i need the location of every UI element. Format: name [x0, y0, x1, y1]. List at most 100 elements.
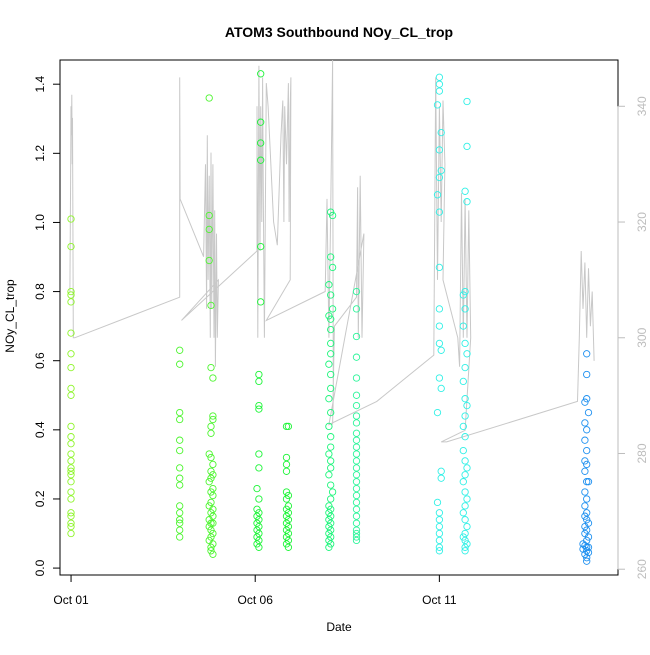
- data-point: [437, 384, 445, 393]
- data-point: [176, 464, 184, 472]
- data-point: [325, 529, 333, 538]
- data-point: [176, 360, 184, 368]
- data-point: [463, 401, 471, 410]
- data-point: [253, 484, 261, 493]
- data-point: [435, 263, 444, 272]
- right-tick-label: 340: [635, 96, 649, 116]
- data-point: [257, 298, 265, 306]
- data-point: [207, 429, 215, 437]
- data-point: [327, 519, 335, 527]
- data-point: [459, 422, 467, 431]
- data-point: [282, 488, 291, 496]
- data-point: [327, 408, 335, 417]
- data-point: [327, 481, 335, 489]
- scatter-points-layer: [67, 70, 593, 565]
- data-point: [327, 315, 335, 323]
- data-point: [437, 474, 445, 482]
- data-point: [67, 440, 75, 448]
- data-point: [67, 242, 75, 251]
- data-point: [327, 464, 335, 472]
- data-point: [461, 412, 469, 420]
- data-point: [207, 467, 215, 475]
- y-tick-label: 1.2: [33, 145, 47, 162]
- data-point: [67, 350, 75, 358]
- data-point: [327, 443, 335, 451]
- data-point: [435, 87, 444, 95]
- data-point: [352, 305, 361, 313]
- data-point: [205, 94, 213, 102]
- data-point: [209, 550, 217, 558]
- data-point: [327, 291, 335, 299]
- data-point: [67, 363, 75, 372]
- data-point: [205, 211, 213, 220]
- axes-layer: 0.0 0.2 0.4 0.6 0.8 1.0 1.2 1.4 Oct 01 Oct 06 Oct …: [33, 76, 649, 607]
- data-point: [207, 488, 215, 496]
- data-point: [461, 516, 469, 524]
- data-point: [255, 495, 263, 503]
- data-point: [459, 377, 467, 386]
- data-point: [435, 516, 444, 524]
- data-point: [583, 446, 591, 455]
- data-point: [583, 426, 591, 434]
- data-point: [67, 495, 75, 503]
- data-point: [461, 187, 469, 195]
- data-point: [581, 398, 589, 406]
- data-point: [209, 529, 217, 538]
- data-point: [328, 488, 337, 496]
- data-point: [437, 346, 445, 354]
- data-point: [282, 495, 291, 503]
- data-point: [255, 450, 263, 458]
- data-point: [67, 391, 75, 399]
- data-point: [327, 433, 335, 441]
- data-point: [209, 491, 217, 500]
- data-point: [67, 457, 75, 465]
- data-point: [328, 305, 337, 313]
- data-point: [67, 291, 75, 299]
- data-point: [327, 350, 335, 358]
- data-point: [67, 471, 75, 479]
- data-point: [255, 522, 263, 531]
- data-point: [325, 450, 333, 458]
- y-tick-label: 0.2: [33, 490, 47, 507]
- right-tick-label: 320: [635, 212, 649, 232]
- data-point: [255, 377, 263, 386]
- data-point: [209, 460, 217, 469]
- data-point: [461, 339, 469, 348]
- data-point: [463, 495, 471, 503]
- data-point: [433, 408, 442, 417]
- data-point: [205, 522, 213, 531]
- data-point: [459, 291, 467, 299]
- data-point: [207, 453, 215, 462]
- data-point: [257, 70, 265, 78]
- data-point: [583, 543, 591, 551]
- data-point: [282, 512, 291, 520]
- data-point: [176, 526, 184, 534]
- data-point: [583, 509, 591, 517]
- data-point: [352, 412, 361, 420]
- data-point: [583, 526, 591, 534]
- data-point: [257, 139, 265, 147]
- data-point: [207, 474, 215, 482]
- data-point: [584, 533, 593, 541]
- data-point: [581, 488, 589, 496]
- data-point: [176, 436, 184, 444]
- data-point: [207, 363, 215, 372]
- data-point: [583, 557, 591, 565]
- data-point: [253, 505, 261, 513]
- data-point: [435, 374, 444, 382]
- data-point: [461, 547, 469, 555]
- data-point: [435, 73, 444, 81]
- plot-frame: [59, 59, 619, 576]
- x-tick-label: Oct 11: [422, 593, 457, 607]
- data-point: [176, 519, 184, 527]
- data-point: [67, 329, 75, 337]
- data-point: [325, 502, 333, 510]
- data-point: [435, 146, 444, 154]
- data-point: [325, 522, 333, 531]
- data-point: [284, 516, 293, 524]
- data-point: [435, 529, 444, 538]
- data-point: [67, 522, 75, 531]
- data-point: [581, 419, 589, 427]
- data-point: [284, 536, 293, 545]
